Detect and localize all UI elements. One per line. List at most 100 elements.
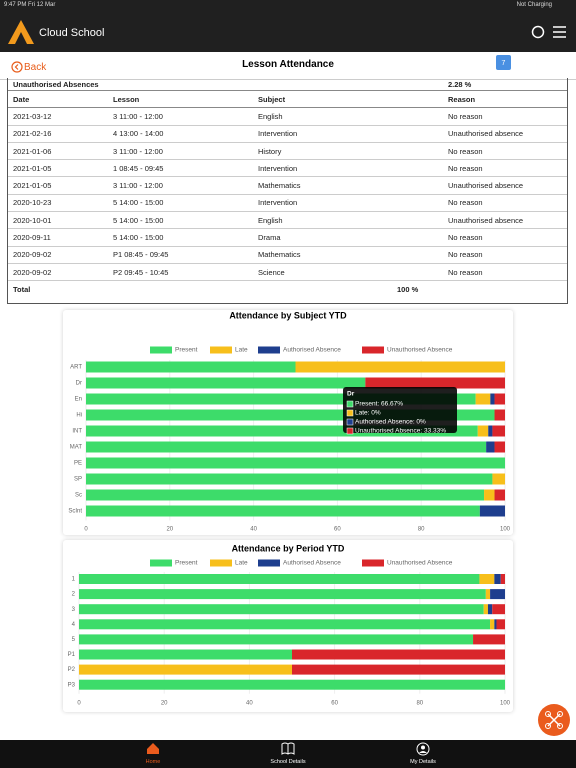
y-tick-label: Dr: [76, 381, 82, 387]
bar-segment: [86, 425, 478, 437]
bar-segment: [487, 604, 493, 615]
table-cell: 2020-10-23: [8, 194, 108, 213]
tooltip-swatch: [346, 409, 354, 417]
bar-segment: [79, 634, 474, 645]
back-icon[interactable]: [11, 61, 23, 73]
y-tick-label: 1: [72, 577, 76, 583]
bar-segment: [494, 574, 501, 584]
y-tick-label: MAT: [70, 445, 83, 451]
table-cell: 3 11:00 - 12:00: [108, 107, 253, 126]
y-tick-label: INT: [72, 429, 82, 435]
table-cell: Intervention: [253, 159, 443, 178]
table-row: 2020-09-11 5 14:00 - 15:00 Drama No reason: [8, 228, 567, 247]
legend-label: Authorised Absence: [283, 347, 341, 354]
user-icon[interactable]: [416, 742, 430, 756]
table-cell: English: [253, 211, 443, 230]
table-cell: History: [253, 142, 443, 161]
table-cell: 2.28 %: [443, 78, 567, 91]
y-tick-label: P3: [68, 682, 76, 688]
app-header: 9:47 PM Fri 12 Mar Not Charging Cloud Sc…: [0, 0, 576, 52]
chart-title: Attendance by Subject YTD: [229, 310, 347, 320]
table-cell: No reason: [443, 142, 567, 161]
bar-segment: [479, 574, 495, 584]
table-cell: 3 11:00 - 12:00: [108, 142, 253, 161]
x-tick-label: 20: [166, 527, 173, 533]
y-tick-label: Sc: [75, 493, 82, 499]
table-cell: 1 08:45 - 09:45: [108, 159, 253, 178]
table-row: 2021-03-12 3 11:00 - 12:00 English No reaso…: [8, 107, 567, 126]
table-cell: 5 14:00 - 15:00: [108, 228, 253, 247]
bar-segment: [86, 441, 487, 453]
tooltip-title: Dr: [347, 391, 355, 398]
table-cell: Subject: [253, 90, 443, 109]
fab-button[interactable]: [538, 704, 570, 736]
table-cell: P2 09:45 - 10:45: [108, 263, 253, 282]
home-icon[interactable]: [146, 742, 160, 755]
table-row: 2020-10-01 5 14:00 - 15:00 English Unauthor…: [8, 211, 567, 230]
app-name: Cloud School: [39, 27, 105, 39]
chart-card: Attendance by Period YTD Present Late Autho…: [63, 540, 513, 712]
table-cell: 2020-09-02: [8, 263, 108, 282]
table-cell: 2021-02-16: [8, 125, 108, 143]
table-row: 2020-10-23 5 14:00 - 15:00 Intervention No …: [8, 194, 567, 213]
nav-bar: Back Lesson Attendance 7: [0, 52, 576, 80]
legend-swatch: [258, 559, 280, 567]
bar-segment: [492, 604, 505, 615]
table-cell: No reason: [443, 159, 567, 178]
bar-segment: [473, 634, 505, 645]
page-title: Lesson Attendance: [242, 59, 334, 70]
table-cell: P1 08:45 - 09:45: [108, 246, 253, 264]
table-cell: 2021-01-05: [8, 159, 108, 178]
legend-label: Unauthorised Absence: [387, 560, 453, 567]
legend-swatch: [258, 346, 280, 354]
table-cell: No reason: [443, 107, 567, 126]
book-icon[interactable]: [281, 742, 295, 755]
x-tick-label: 40: [246, 701, 253, 707]
y-tick-label: P2: [68, 667, 76, 673]
bar-segment: [483, 604, 488, 615]
bar-segment: [292, 649, 505, 660]
bar-segment: [485, 589, 491, 600]
x-tick-label: 100: [500, 527, 511, 533]
status-battery: Not Charging: [516, 2, 552, 8]
bar-segment: [79, 604, 484, 615]
back-button[interactable]: Back: [24, 62, 47, 73]
legend-label: Present: [175, 347, 198, 354]
legend-swatch: [210, 559, 232, 567]
table-row: 2021-02-16 4 13:00 - 14:00 Intervention Una…: [8, 125, 567, 143]
bar-segment: [479, 505, 505, 517]
bar-segment: [494, 409, 505, 421]
header-row: Date Lesson Subject Reason: [8, 90, 567, 109]
table-cell: Total: [13, 284, 31, 294]
tooltip-line: Unauthorised Absence: 33.33%: [355, 428, 446, 435]
x-tick-label: 60: [331, 701, 338, 707]
bar-segment: [488, 425, 493, 437]
bar-segment: [484, 489, 495, 501]
tab-label: My Details: [410, 759, 436, 765]
table-cell: 3 11:00 - 12:00: [108, 176, 253, 195]
header-icons[interactable]: [530, 24, 570, 40]
total-row: Total 100 %: [8, 281, 567, 298]
calendar-button[interactable]: 7: [496, 55, 511, 70]
table-cell: No reason: [443, 263, 567, 282]
y-tick-label: 3: [72, 607, 76, 613]
x-tick-label: 100: [500, 701, 511, 707]
bar-segment: [490, 619, 495, 630]
table-cell: No reason: [443, 194, 567, 213]
table-row: 2021-01-05 1 08:45 - 09:45 Intervention No …: [8, 159, 567, 178]
table-cell: No reason: [443, 228, 567, 247]
bar-segment: [86, 457, 505, 469]
table-row: 2020-09-02 P2 09:45 - 10:45 Science No reas…: [8, 263, 567, 282]
logo: [8, 20, 34, 44]
x-tick-label: 40: [250, 527, 257, 533]
table-cell: Unauthorised Absences: [8, 78, 443, 91]
status-time: 9:47 PM Fri 12 Mar: [4, 2, 56, 8]
x-tick-label: 80: [416, 701, 423, 707]
table-cell: Mathematics: [253, 246, 443, 264]
table-cell: 2020-09-11: [8, 228, 108, 247]
y-tick-label: SP: [74, 477, 82, 483]
chart-card: Attendance by Subject YTD Present Late Auth…: [63, 310, 513, 535]
y-tick-label: PE: [74, 461, 82, 467]
bar-segment: [79, 679, 505, 690]
table-cell: Lesson: [108, 90, 253, 109]
